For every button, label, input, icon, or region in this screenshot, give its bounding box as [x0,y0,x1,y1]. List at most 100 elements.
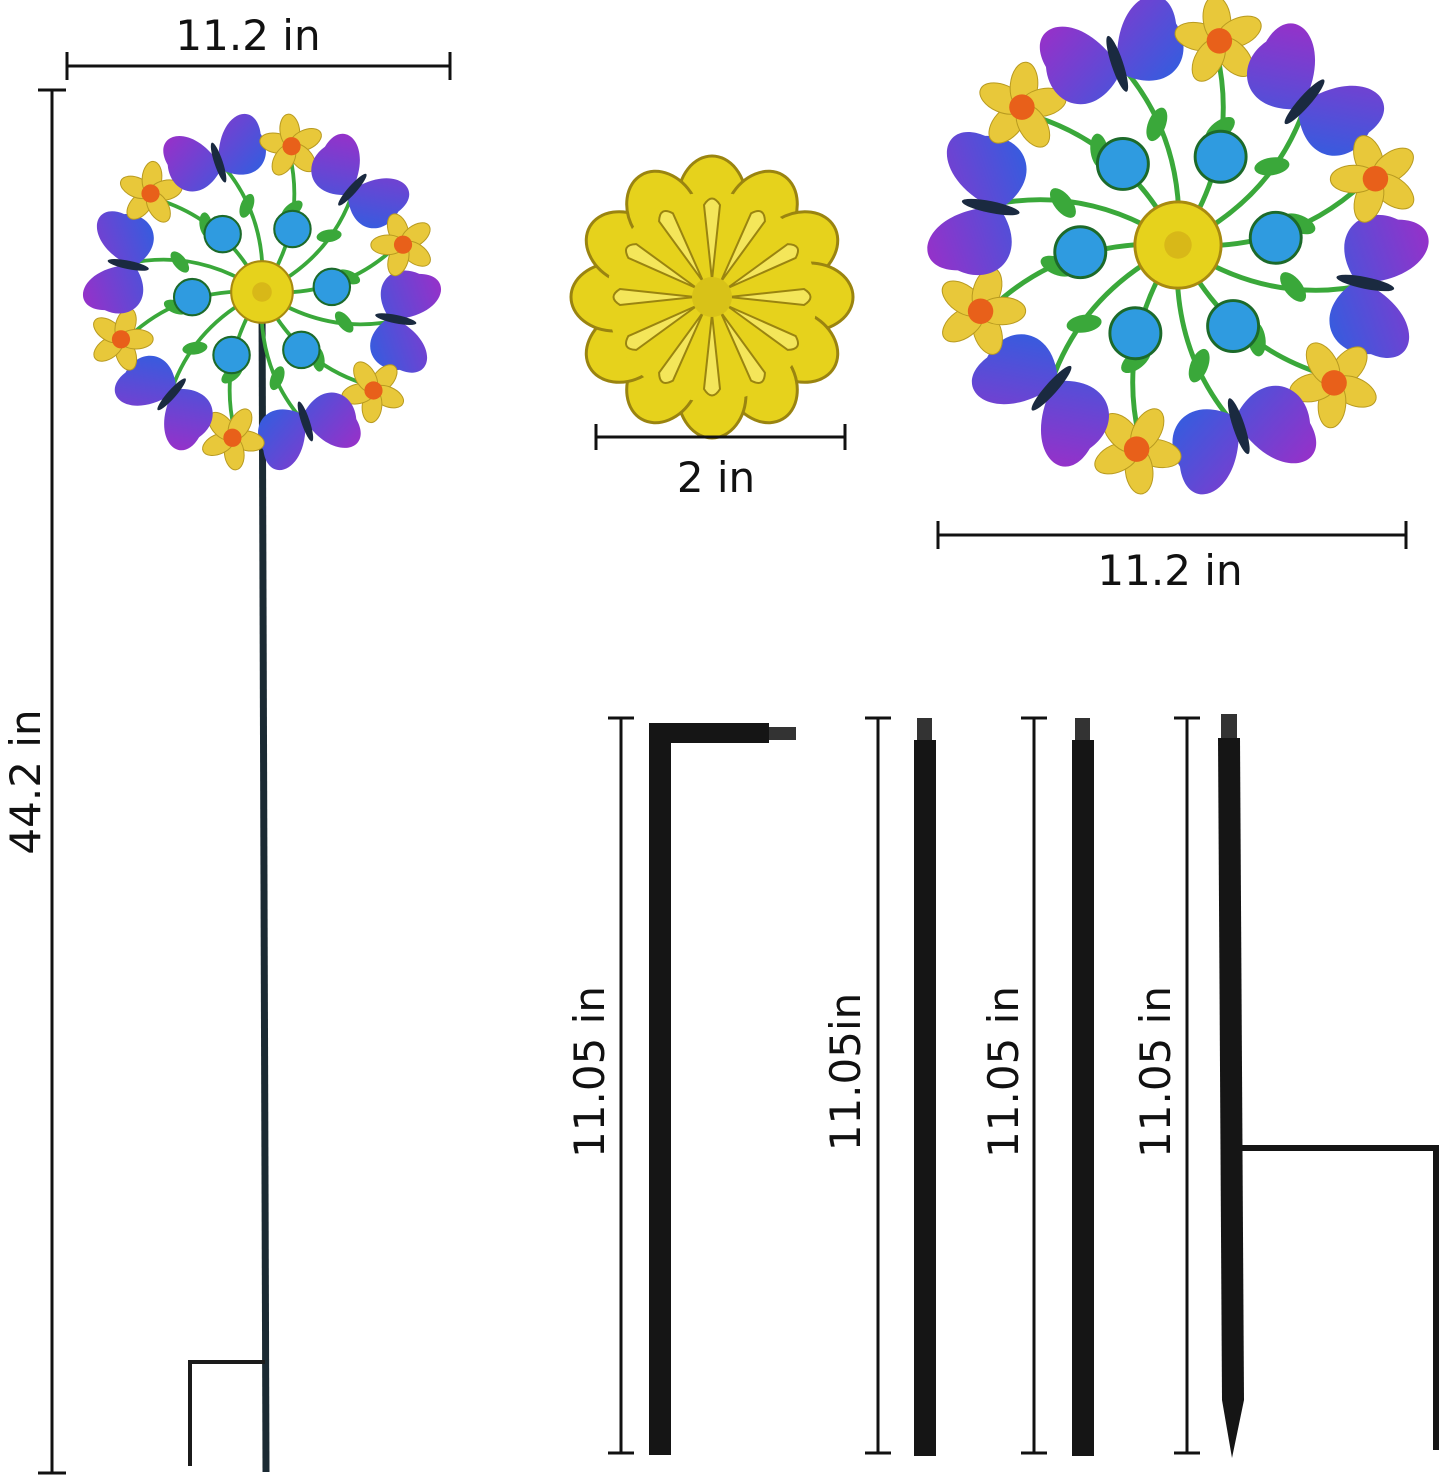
butterfly-wings [1329,215,1429,358]
flower-center [1206,28,1233,54]
butterfly-body [1284,79,1325,125]
blue-gem [1248,210,1303,265]
butterfly [163,114,266,192]
butterfly [1329,215,1429,358]
blue-gem [1095,137,1150,191]
blue-gem [312,267,352,307]
rod-1: 11.05 in [565,716,796,1455]
butterfly [114,355,213,451]
disc-rib [658,210,705,283]
flower-center [393,235,413,254]
butterfly-body [1227,398,1250,455]
center-disc [569,154,855,440]
butterfly-body [338,173,367,206]
leaf [334,311,354,333]
flower-center [1123,436,1150,462]
hub-center [1164,231,1192,259]
disc-rib [726,243,799,290]
disc-rib [625,304,698,351]
disc-rib [702,197,722,281]
disc-rib [625,243,698,290]
total-height-label: 44.2 in [1,709,50,854]
disc-rib [728,287,812,307]
butterfly-body [1031,365,1072,411]
center-disc-dimension: 2 in [594,424,847,502]
flower-center [282,137,301,156]
butterfly [1246,23,1385,156]
butterfly [1039,0,1184,105]
blue-gem [273,209,312,249]
leaf [170,251,190,273]
flower-center [364,381,383,400]
butterfly-wings [114,355,213,451]
butterfly-body [297,401,314,442]
blue-gem [212,335,251,375]
disc-rib [719,210,766,283]
flower-center [111,330,131,349]
butterfly [927,132,1027,275]
disc-rib [726,304,799,351]
assembled-pole [188,299,270,1473]
rod-4-label: 11.05 in [1131,986,1180,1158]
leaf [1188,348,1210,383]
flower-center [1362,166,1389,192]
butterfly-wings [163,114,266,192]
center-disc-label: 2 in [677,453,755,502]
flower-center [967,298,994,324]
rod-2: 11.05in [821,716,936,1456]
rod-3-label: 11.05 in [979,986,1028,1158]
butterfly-body [1336,274,1395,292]
butterfly-body [961,198,1020,216]
flower-center [1009,94,1035,120]
flower-center [1321,370,1347,396]
butterfly-wings [82,211,154,314]
leaf [1066,314,1102,333]
leaf [1146,107,1168,142]
butterfly-body [157,378,186,411]
flower-center [223,428,242,447]
disc-rib [612,287,696,307]
large-spinner [927,0,1429,495]
small-spinner [82,113,442,471]
blue-gem [1206,299,1261,353]
leaf [1254,157,1290,176]
butterfly-wings [258,392,361,470]
disc-rib [658,311,705,384]
butterfly-wings [971,334,1110,467]
butterfly [971,334,1110,467]
leaf [1049,188,1076,218]
butterfly-body [375,313,417,325]
butterfly [311,133,410,229]
disc-rib [719,311,766,384]
blue-gem [172,277,212,317]
blue-gem [282,330,321,370]
rod-2-label: 11.05in [821,993,870,1152]
blue-gem [1193,129,1248,184]
blue-gem [1108,306,1163,361]
large-spinner-label: 11.2 in [1097,546,1242,595]
total-height-dimension: 44.2 in [1,88,66,1475]
leaf [1280,272,1307,302]
flower-center [141,184,160,203]
butterfly-body [210,142,227,183]
butterfly [82,211,154,314]
leaf [182,341,208,355]
butterfly [1172,385,1317,495]
butterfly-body [1106,35,1129,92]
butterfly [258,392,361,470]
rod-1-label: 11.05 in [565,986,614,1158]
butterfly-wings [311,133,410,229]
rod-4-stake: 11.05 in [1131,714,1439,1458]
blue-gem [203,214,242,254]
blue-gem [1053,225,1108,280]
disc-center [692,277,732,317]
leaf [269,366,285,391]
large-spinner-dimension: 11.2 in [936,521,1408,595]
spinner-width-dimension: 11.2 in [65,11,452,80]
butterfly [370,270,442,373]
spinner-width-label: 11.2 in [175,11,320,60]
butterfly-wings [1246,23,1385,156]
butterfly-wings [370,270,442,373]
hub-center [252,282,272,302]
